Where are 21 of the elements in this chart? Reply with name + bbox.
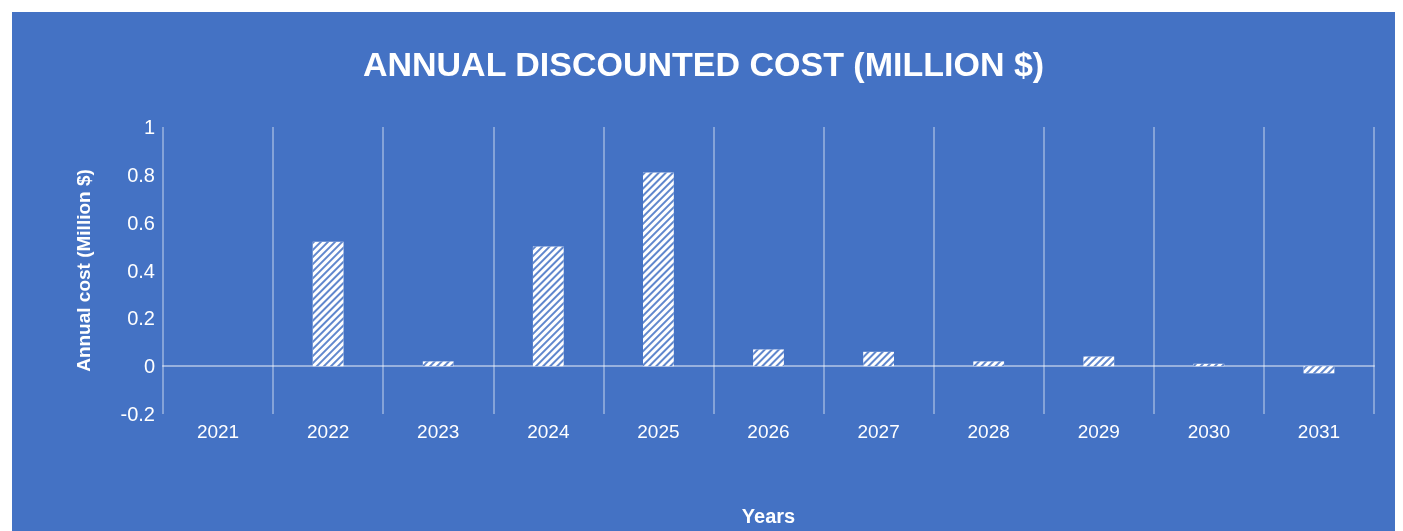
y-tick-label: 0.6 <box>127 211 155 234</box>
x-tick-label: 2024 <box>527 421 570 442</box>
x-tick-label: 2030 <box>1187 421 1230 442</box>
y-tick-label: 0 <box>143 355 155 378</box>
y-tick-label: 0.4 <box>127 259 155 282</box>
x-tick-label: 2028 <box>967 421 1010 442</box>
x-axis-title: Years <box>741 505 796 527</box>
x-tick-label: 2025 <box>637 421 680 442</box>
chart-title: ANNUAL DISCOUNTED COST (MILLION $) <box>362 45 1045 83</box>
x-tick-label: 2021 <box>196 421 240 442</box>
x-tick-label: 2029 <box>1077 421 1120 442</box>
y-tick-label: 1 <box>143 116 155 138</box>
x-tick-label: 2022 <box>307 421 350 442</box>
x-tick-label: 2026 <box>747 421 790 442</box>
x-tick-label: 2031 <box>1297 421 1341 442</box>
x-tick-label: 2023 <box>417 421 460 442</box>
y-tick-label: 0.8 <box>127 163 155 186</box>
y-tick-label: -0.2 <box>120 403 155 425</box>
x-tick-label: 2027 <box>857 421 900 442</box>
y-tick-label: 0.2 <box>127 307 155 330</box>
y-axis-title: Annual cost (Million $) <box>73 169 94 372</box>
